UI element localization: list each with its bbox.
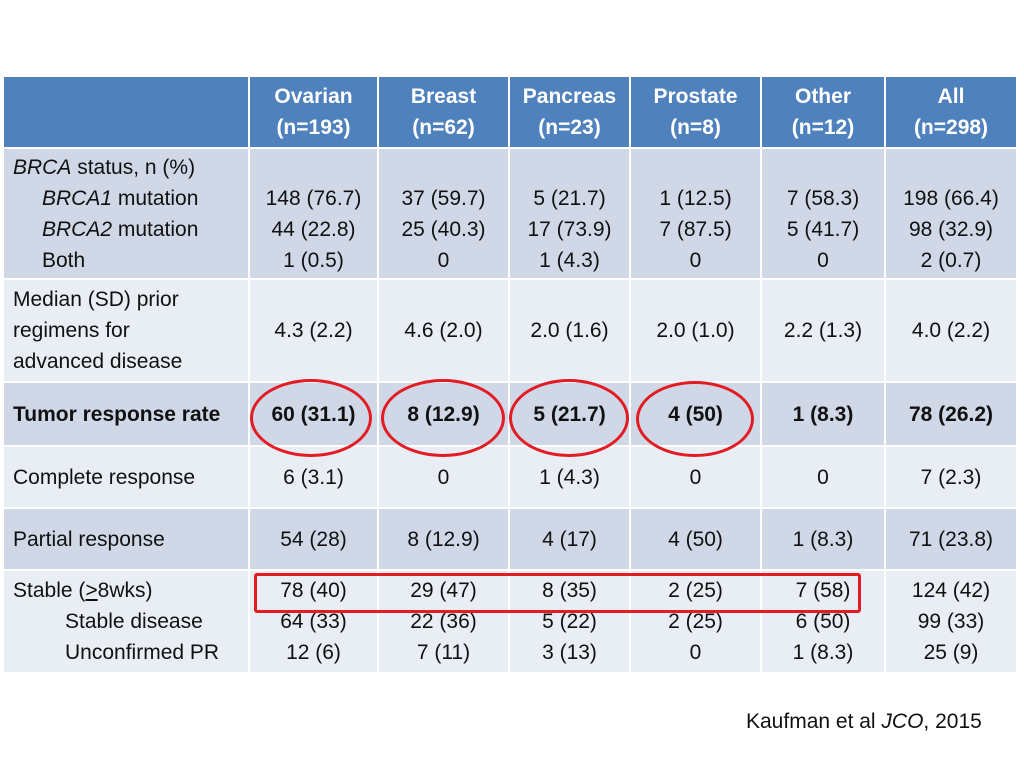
complete-all: 7 (2.3): [884, 445, 1016, 508]
brca2-label-italic: BRCA2: [42, 217, 113, 241]
complete-other: 0: [760, 445, 885, 508]
row-stable: Stable (>8wks) Stable disease Unconfirme…: [4, 569, 1016, 672]
median-pancreas: 2.0 (1.6): [508, 278, 630, 382]
complete-pancreas: 1 (4.3): [508, 445, 630, 508]
brca-all: 198 (66.4) 98 (32.9) 2 (0.7): [884, 147, 1016, 279]
brca-other: 7 (58.3) 5 (41.7) 0: [760, 147, 885, 279]
tumor-prostate: 4 (50): [629, 381, 761, 446]
header-prostate: Prostate (n=8): [629, 77, 761, 148]
brca1-label-rest: mutation: [112, 186, 199, 210]
citation-year: , 2015: [923, 710, 982, 733]
stable-other: 7 (58) 6 (50) 1 (8.3): [760, 569, 885, 672]
tumor-all: 78 (26.2): [884, 381, 1016, 446]
row-complete-response: Complete response 6 (3.1) 0 1 (4.3) 0 0 …: [4, 445, 1016, 508]
header-pancreas: Pancreas (n=23): [508, 77, 630, 148]
citation: Kaufman et al JCO, 2015: [746, 710, 982, 734]
row-partial-response: Partial response 54 (28) 8 (12.9) 4 (17)…: [4, 507, 1016, 570]
both-label: Both: [42, 248, 86, 272]
brca-label-italic: BRCA: [13, 155, 72, 179]
tumor-ovarian: 60 (31.1): [248, 381, 378, 446]
brca2-label-rest: mutation: [112, 217, 199, 241]
brca-ovarian: 148 (76.7) 44 (22.8) 1 (0.5): [248, 147, 378, 279]
partial-ovarian: 54 (28): [248, 507, 378, 570]
median-all: 4.0 (2.2): [884, 278, 1016, 382]
partial-breast: 8 (12.9): [377, 507, 509, 570]
row-median-prior-regimens: Median (SD) prior regimens for advanced di…: [4, 278, 1016, 382]
header-breast: Breast (n=62): [377, 77, 509, 148]
partial-all: 71 (23.8): [884, 507, 1016, 570]
brca-pancreas: 5 (21.7) 17 (73.9) 1 (4.3): [508, 147, 630, 279]
complete-label: Complete response: [4, 445, 249, 508]
brca-prostate: 1 (12.5) 7 (87.5) 0: [629, 147, 761, 279]
brca-label-rest: status, n (%): [71, 155, 196, 179]
median-other: 2.2 (1.3): [760, 278, 885, 382]
header-row: Ovarian (n=193) Breast (n=62) Pancreas (n=2…: [4, 77, 1016, 148]
header-other: Other (n=12): [760, 77, 885, 148]
unconfirmed-pr-label: Unconfirmed PR: [65, 641, 220, 664]
tumor-other: 1 (8.3): [760, 381, 885, 446]
header-ovarian: Ovarian (n=193): [248, 77, 378, 148]
median-label-cell: Median (SD) prior regimens for advanced di…: [4, 278, 249, 382]
stable-prostate: 2 (25) 2 (25) 0: [629, 569, 761, 672]
citation-authors: Kaufman et al: [746, 710, 882, 733]
citation-journal: JCO: [881, 710, 924, 733]
stable-all: 124 (42) 99 (33) 25 (9): [884, 569, 1016, 672]
median-ovarian: 4.3 (2.2): [248, 278, 378, 382]
stable-breast: 29 (47) 22 (36) 7 (11): [377, 569, 509, 672]
header-all: All (n=298): [884, 77, 1016, 148]
partial-other: 1 (8.3): [760, 507, 885, 570]
partial-pancreas: 4 (17): [508, 507, 630, 570]
median-breast: 4.6 (2.0): [377, 278, 509, 382]
stable-label-cell: Stable (>8wks) Stable disease Unconfirme…: [4, 569, 249, 672]
complete-breast: 0: [377, 445, 509, 508]
stable-label-post: 8wks): [97, 579, 153, 602]
partial-label: Partial response: [4, 507, 249, 570]
tumor-label: Tumor response rate: [4, 381, 249, 446]
stable-disease-label: Stable disease: [65, 610, 203, 633]
results-table: Ovarian (n=193) Breast (n=62) Pancreas (n=2…: [4, 77, 1016, 672]
tumor-breast: 8 (12.9): [377, 381, 509, 446]
stable-ovarian: 78 (40) 64 (33) 12 (6): [248, 569, 378, 672]
brca-breast: 37 (59.7) 25 (40.3) 0: [377, 147, 509, 279]
header-blank: [4, 77, 249, 148]
row-tumor-response-rate: Tumor response rate 60 (31.1) 8 (12.9) 5…: [4, 381, 1016, 446]
tumor-pancreas: 5 (21.7): [508, 381, 630, 446]
brca1-label-italic: BRCA1: [42, 186, 113, 210]
stable-pancreas: 8 (35) 5 (22) 3 (13): [508, 569, 630, 672]
row-brca-status: BRCA status, n (%) BRCA1 mutation BRCA2 …: [4, 147, 1016, 279]
stable-label-pre: Stable (: [13, 579, 86, 602]
median-prostate: 2.0 (1.0): [629, 278, 761, 382]
brca-label-cell: BRCA status, n (%) BRCA1 mutation BRCA2 …: [4, 147, 249, 279]
partial-prostate: 4 (50): [629, 507, 761, 570]
complete-prostate: 0: [629, 445, 761, 508]
complete-ovarian: 6 (3.1): [248, 445, 378, 508]
stable-label-ge: >: [85, 579, 98, 602]
